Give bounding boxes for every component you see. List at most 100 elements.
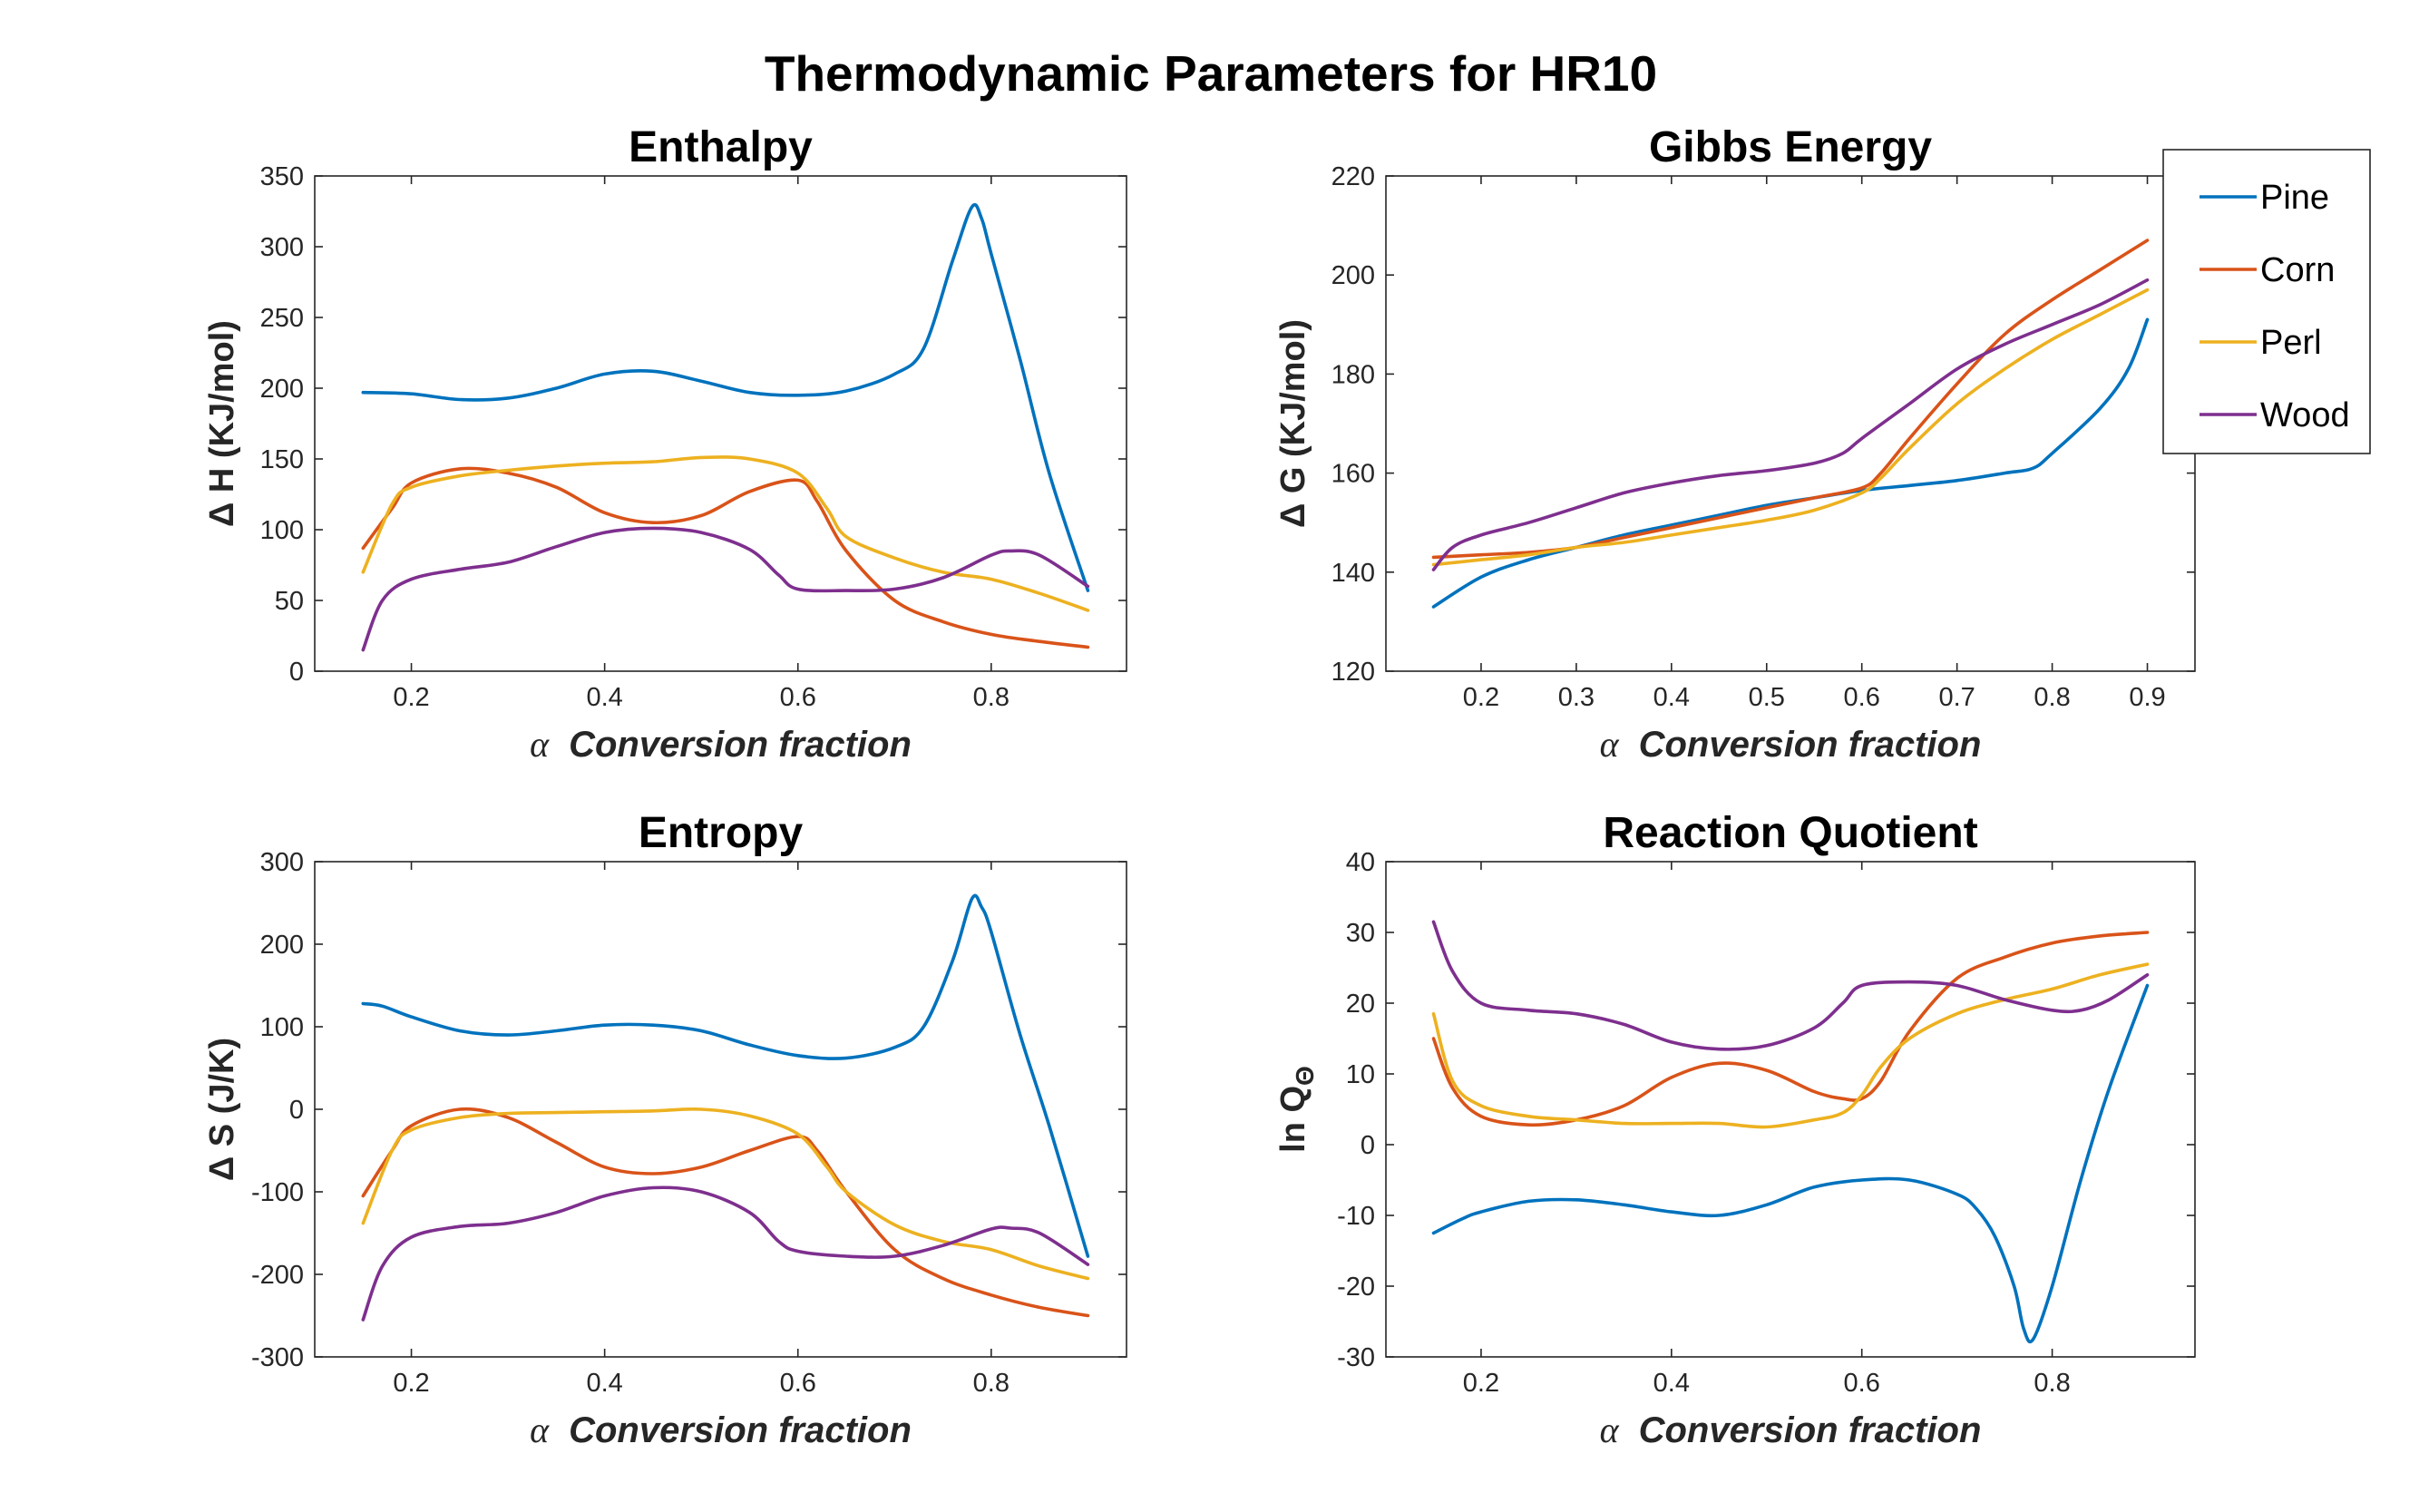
y-tick-label: 100 — [260, 1013, 304, 1042]
y-tick-label: -10 — [1337, 1202, 1375, 1231]
y-tick-label: 160 — [1331, 460, 1375, 489]
y-tick-label: 220 — [1331, 162, 1375, 191]
x-tick-label: 0.5 — [1749, 683, 1785, 712]
y-tick-label: 200 — [260, 375, 304, 404]
y-tick-label: 200 — [1331, 261, 1375, 290]
y-axis-label: Δ G (KJ/mol) — [1274, 319, 1312, 528]
series-line-wood — [1431, 278, 2150, 571]
y-axis-label: ln QΘ — [1274, 1066, 1319, 1153]
y-tick-label: 150 — [260, 445, 304, 474]
x-tick-label: 0.4 — [586, 683, 622, 712]
series-line-pine — [1431, 983, 2150, 1344]
series-line-perl — [1431, 962, 2150, 1129]
y-tick-label: 50 — [275, 587, 304, 616]
x-tick-label: 0.9 — [2129, 683, 2165, 712]
panel-1: Enthalpy 0.2 0.4 0.6 0.8 0 50 100 150 200 250 300 35… — [203, 123, 1127, 765]
series-line-corn — [1431, 239, 2150, 560]
x-axis-symbol: α — [530, 1410, 550, 1450]
y-tick-label: 0 — [289, 1096, 304, 1125]
y-axis-label-main: Δ H (KJ/mol) — [203, 320, 241, 527]
x-axis-symbol: α — [1600, 1410, 1620, 1450]
series-line-pine — [1431, 317, 2150, 609]
y-tick-label: -30 — [1337, 1343, 1375, 1372]
y-tick-label: 0 — [289, 658, 304, 687]
legend: Pine Corn Perl Wood — [2162, 149, 2371, 454]
x-axis-label: α Conversion fraction — [1600, 1410, 1982, 1450]
x-tick-label: 0.2 — [1463, 1369, 1499, 1398]
y-axis-label-main: ln Q — [1274, 1086, 1312, 1153]
x-tick-label: 0.3 — [1558, 683, 1595, 712]
y-tick-label: 100 — [260, 516, 304, 545]
y-tick-label: -300 — [251, 1343, 304, 1372]
y-tick-label: 20 — [1346, 990, 1375, 1019]
y-axis-label-main: Δ G (KJ/mol) — [1274, 319, 1312, 528]
y-tick-label: 140 — [1331, 559, 1375, 588]
x-axis-text: Conversion fraction — [569, 1410, 912, 1450]
x-tick-label: 0.2 — [1463, 683, 1499, 712]
y-tick-label: -100 — [251, 1178, 304, 1207]
panel-2: Gibbs Energy 0.2 0.3 0.4 0.5 0.6 0.7 0.8 0.9 120 1… — [1274, 123, 2196, 765]
series-line-corn — [361, 1107, 1090, 1318]
x-tick-label: 0.8 — [2034, 1369, 2070, 1398]
x-tick-label: 0.4 — [1653, 683, 1690, 712]
axes-box — [1385, 861, 2196, 1358]
y-tick-label: -20 — [1337, 1273, 1375, 1302]
x-axis-label: α Conversion fraction — [530, 1410, 912, 1450]
series-line-perl — [361, 1107, 1090, 1281]
series-line-wood — [361, 526, 1090, 652]
panel-title: Entropy — [639, 809, 804, 857]
y-tick-label: 300 — [260, 233, 304, 262]
y-axis-label-main: Δ S (J/K) — [203, 1038, 241, 1181]
x-tick-label: 0.8 — [2034, 683, 2070, 712]
series-line-perl — [1431, 288, 2150, 567]
x-axis-label: α Conversion fraction — [530, 724, 912, 765]
x-tick-label: 0.8 — [973, 683, 1010, 712]
x-tick-label: 0.7 — [1938, 683, 1975, 712]
series-line-pine — [361, 202, 1090, 592]
legend-box — [2162, 149, 2371, 454]
series-line-corn — [361, 466, 1090, 649]
x-axis-text: Conversion fraction — [1639, 1410, 1982, 1450]
x-tick-label: 0.8 — [973, 1369, 1010, 1398]
x-axis-symbol: α — [530, 724, 550, 765]
figure-title: Thermodynamic Parameters for HR10 — [765, 45, 1657, 102]
y-tick-label: 30 — [1346, 919, 1375, 948]
x-tick-label: 0.2 — [393, 683, 429, 712]
panel-3: Entropy 0.2 0.4 0.6 0.8 -300 -200 -100 0 100 200 30… — [203, 809, 1127, 1450]
y-tick-label: 350 — [260, 162, 304, 191]
y-tick-label: 0 — [1361, 1131, 1375, 1160]
panel-4: Reaction Quotient 0.2 0.4 0.6 0.8 -30 -20 -10 0 1… — [1274, 809, 2196, 1450]
legend-label-pine: Pine — [2260, 179, 2329, 217]
series-line-pine — [361, 893, 1090, 1258]
panel-title: Enthalpy — [629, 123, 813, 171]
axes-box — [314, 175, 1127, 672]
y-tick-label: 120 — [1331, 658, 1375, 687]
series-line-corn — [1431, 931, 2150, 1127]
x-tick-label: 0.6 — [1844, 1369, 1880, 1398]
y-tick-label: 250 — [260, 304, 304, 333]
y-tick-label: 300 — [260, 848, 304, 877]
y-axis-label-subscript: Θ — [1291, 1066, 1319, 1086]
x-tick-label: 0.4 — [586, 1369, 622, 1398]
panel-title: Reaction Quotient — [1603, 809, 1977, 857]
series-line-perl — [361, 455, 1090, 612]
y-axis-label: Δ H (KJ/mol) — [203, 320, 241, 527]
panel-title: Gibbs Energy — [1649, 123, 1932, 171]
x-tick-label: 0.6 — [780, 683, 816, 712]
legend-label-wood: Wood — [2260, 396, 2350, 434]
x-axis-text: Conversion fraction — [569, 725, 912, 765]
legend-label-perl: Perl — [2260, 324, 2322, 362]
series-line-wood — [361, 1185, 1090, 1322]
series-line-wood — [1431, 920, 2150, 1051]
y-tick-label: 10 — [1346, 1060, 1375, 1089]
x-tick-label: 0.6 — [780, 1369, 816, 1398]
x-axis-symbol: α — [1600, 724, 1620, 765]
x-axis-label: α Conversion fraction — [1600, 724, 1982, 765]
x-tick-label: 0.4 — [1653, 1369, 1690, 1398]
legend-label-corn: Corn — [2260, 251, 2335, 289]
x-tick-label: 0.2 — [393, 1369, 429, 1398]
y-tick-label: 200 — [260, 931, 304, 960]
x-axis-text: Conversion fraction — [1639, 725, 1982, 765]
y-tick-label: 180 — [1331, 360, 1375, 389]
